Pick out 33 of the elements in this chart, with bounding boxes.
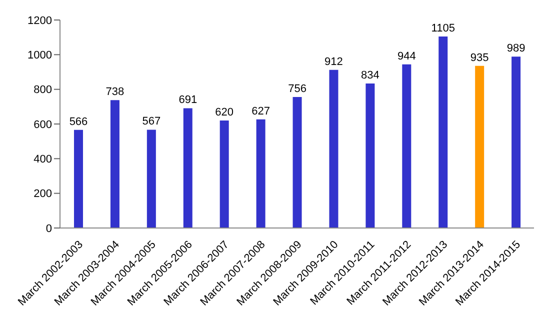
bar [512,56,521,228]
y-tick-label: 0 [46,222,52,235]
bar [366,83,375,228]
data-label: 627 [252,105,270,118]
data-label: 834 [361,69,380,82]
bar [475,66,484,228]
bar [292,96,302,228]
y-tick-label: 200 [34,188,52,200]
data-label: 935 [470,52,489,64]
bar [438,36,448,228]
bar [74,130,83,228]
bar [146,130,156,228]
bar [329,70,338,228]
data-label: 912 [324,56,343,68]
bar [220,120,229,228]
y-tick-label: 400 [34,154,52,166]
bar [402,64,412,228]
data-label: 566 [69,116,88,128]
y-tick-label: 1000 [28,50,52,62]
data-label: 944 [397,50,416,62]
data-label: 989 [506,42,526,55]
data-label: 620 [215,106,234,119]
bar [183,108,192,228]
data-label: 567 [142,116,161,128]
y-tick-label: 1200 [28,14,52,27]
data-label: 738 [106,86,124,98]
y-tick-label: 600 [34,118,52,131]
data-label: 756 [288,82,306,95]
y-tick-label: 800 [34,84,52,96]
data-label: 691 [178,94,198,106]
bar [110,100,120,228]
bar [256,119,266,228]
data-label: 1105 [431,22,455,34]
